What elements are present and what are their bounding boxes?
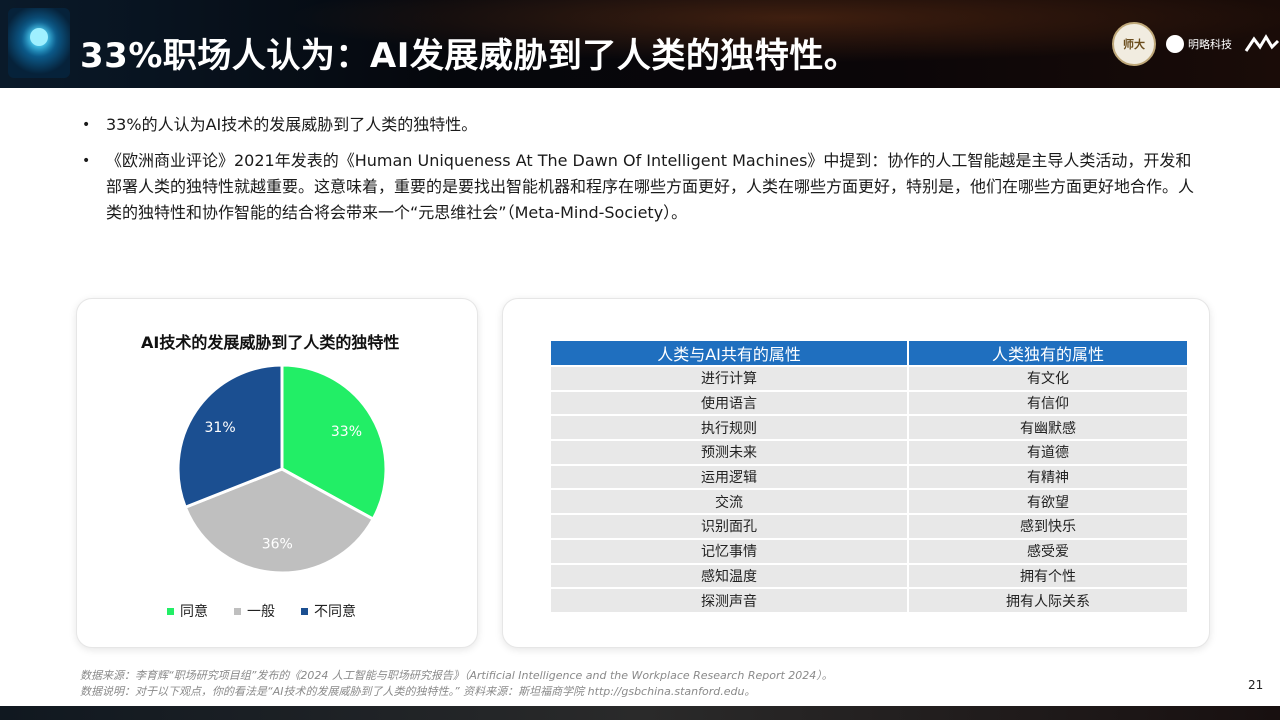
table-cell: 有精神 bbox=[908, 463, 1187, 490]
bottom-bar bbox=[0, 706, 1280, 720]
legend-swatch bbox=[234, 607, 241, 615]
table-cell: 使用语言 bbox=[551, 389, 910, 416]
legend-item: 不同意 bbox=[301, 601, 356, 621]
bullet-dot-icon: • bbox=[82, 117, 91, 133]
legend-label: 一般 bbox=[247, 604, 275, 620]
pie-slice-2 bbox=[183, 467, 376, 575]
header-glow bbox=[0, 0, 1280, 88]
table-cell: 执行规则 bbox=[551, 414, 910, 441]
table-cell: 识别面孔 bbox=[551, 513, 910, 539]
brand-logos: 师大 明略科技 bbox=[1112, 22, 1280, 66]
column-header: 人类独有的属性 bbox=[908, 341, 1187, 366]
table-cell: 拥有人际关系 bbox=[908, 587, 1187, 612]
chart-title: AI技术的发展威胁到了人类的独特性 bbox=[141, 333, 400, 352]
pie-chart: 33% 36% 31% bbox=[176, 363, 388, 575]
table-row: 运用逻辑 有精神 bbox=[551, 463, 1187, 490]
table-cell: 感受爱 bbox=[908, 537, 1187, 564]
table-row: 记忆事情 感受爱 bbox=[551, 537, 1187, 564]
table-cell: 感到快乐 bbox=[908, 513, 1187, 539]
attribute-table: 人类与AI共有的属性 人类独有的属性 进行计算 有文化 使用语言 有信仰 执行规则 有幽默… bbox=[551, 341, 1187, 612]
table-row: 识别面孔 感到快乐 bbox=[551, 513, 1187, 539]
logo-glow-dot bbox=[30, 28, 48, 46]
pie-slice-1 bbox=[280, 363, 388, 522]
ai-head-logo-icon bbox=[8, 8, 70, 78]
table-cell: 进行计算 bbox=[551, 365, 910, 391]
table-cell: 有幽默感 bbox=[908, 414, 1187, 441]
legend-item: 同意 bbox=[167, 601, 208, 621]
slice-data-label: 33% bbox=[331, 424, 362, 440]
bullet-dot-icon: • bbox=[82, 153, 91, 169]
table-cell: 感知温度 bbox=[551, 562, 910, 589]
bullet-text: 33%的人认为AI技术的发展威胁到了人类的独特性。 bbox=[106, 115, 478, 134]
table-row: 预测未来 有道德 bbox=[551, 439, 1187, 465]
table-cell: 预测未来 bbox=[551, 439, 910, 465]
column-header: 人类与AI共有的属性 bbox=[551, 341, 910, 366]
table-cell: 有信仰 bbox=[908, 389, 1187, 416]
slice-data-label: 31% bbox=[205, 420, 236, 436]
table-row: 进行计算 有文化 bbox=[551, 365, 1187, 391]
table-row: 使用语言 有信仰 bbox=[551, 389, 1187, 416]
header-bar: 33%职场人认为：AI发展威胁到了人类的独特性。 师大 明略科技 bbox=[0, 0, 1280, 88]
table-cell: 拥有个性 bbox=[908, 562, 1187, 589]
wave-logo-icon bbox=[1244, 34, 1280, 52]
source-line: 数据来源：李育辉“职场研究项目组”发布的《2024 人工智能与职场研究报告》（A… bbox=[80, 669, 833, 682]
table-cell: 有欲望 bbox=[908, 488, 1187, 515]
legend-swatch bbox=[167, 607, 174, 615]
legend-label: 不同意 bbox=[314, 604, 356, 620]
bullet-item: • 《欧洲商业评论》2021年发表的《Human Uniqueness At T… bbox=[80, 148, 1200, 226]
legend-label: 同意 bbox=[180, 604, 208, 620]
bullet-text: 《欧洲商业评论》2021年发表的《Human Uniqueness At The… bbox=[106, 151, 1195, 222]
bullet-item: • 33%的人认为AI技术的发展威胁到了人类的独特性。 bbox=[80, 112, 1200, 138]
table-cell: 有道德 bbox=[908, 439, 1187, 465]
brand-circle-icon bbox=[1166, 35, 1184, 53]
brand-mark: 明略科技 bbox=[1166, 35, 1232, 53]
brand-name: 明略科技 bbox=[1188, 38, 1232, 51]
table-row: 探测声音 拥有人际关系 bbox=[551, 587, 1187, 612]
table-cell: 交流 bbox=[551, 488, 910, 515]
university-seal-icon: 师大 bbox=[1112, 22, 1156, 66]
table-cell: 运用逻辑 bbox=[551, 463, 910, 490]
table-header-row: 人类与AI共有的属性 人类独有的属性 bbox=[551, 341, 1187, 366]
table-card: 人类与AI共有的属性 人类独有的属性 进行计算 有文化 使用语言 有信仰 执行规则 有幽默… bbox=[502, 298, 1210, 648]
chart-legend: 同意 一般 不同意 bbox=[167, 601, 356, 621]
source-line: 数据说明：对于以下观点，你的看法是“AI技术的发展威胁到了人类的独特性。” 资料… bbox=[80, 685, 756, 698]
pie-slice-3 bbox=[176, 363, 284, 510]
source-note: 数据来源：李育辉“职场研究项目组”发布的《2024 人工智能与职场研究报告》（A… bbox=[80, 668, 833, 700]
table-cell: 探测声音 bbox=[551, 587, 910, 612]
chart-card: AI技术的发展威胁到了人类的独特性 33% 36% 31% 同意 一般 不同意 bbox=[76, 298, 478, 648]
bullet-list: • 33%的人认为AI技术的发展威胁到了人类的独特性。 • 《欧洲商业评论》20… bbox=[80, 112, 1200, 236]
table-row: 交流 有欲望 bbox=[551, 488, 1187, 515]
page-title: 33%职场人认为：AI发展威胁到了人类的独特性。 bbox=[80, 36, 859, 76]
table-row: 执行规则 有幽默感 bbox=[551, 414, 1187, 441]
legend-item: 一般 bbox=[234, 601, 275, 621]
table-cell: 有文化 bbox=[908, 365, 1187, 391]
table-row: 感知温度 拥有个性 bbox=[551, 562, 1187, 589]
slice-data-label: 36% bbox=[262, 537, 293, 553]
table-cell: 记忆事情 bbox=[551, 537, 910, 564]
legend-swatch bbox=[301, 607, 308, 615]
page-number: 21 bbox=[1248, 678, 1264, 692]
